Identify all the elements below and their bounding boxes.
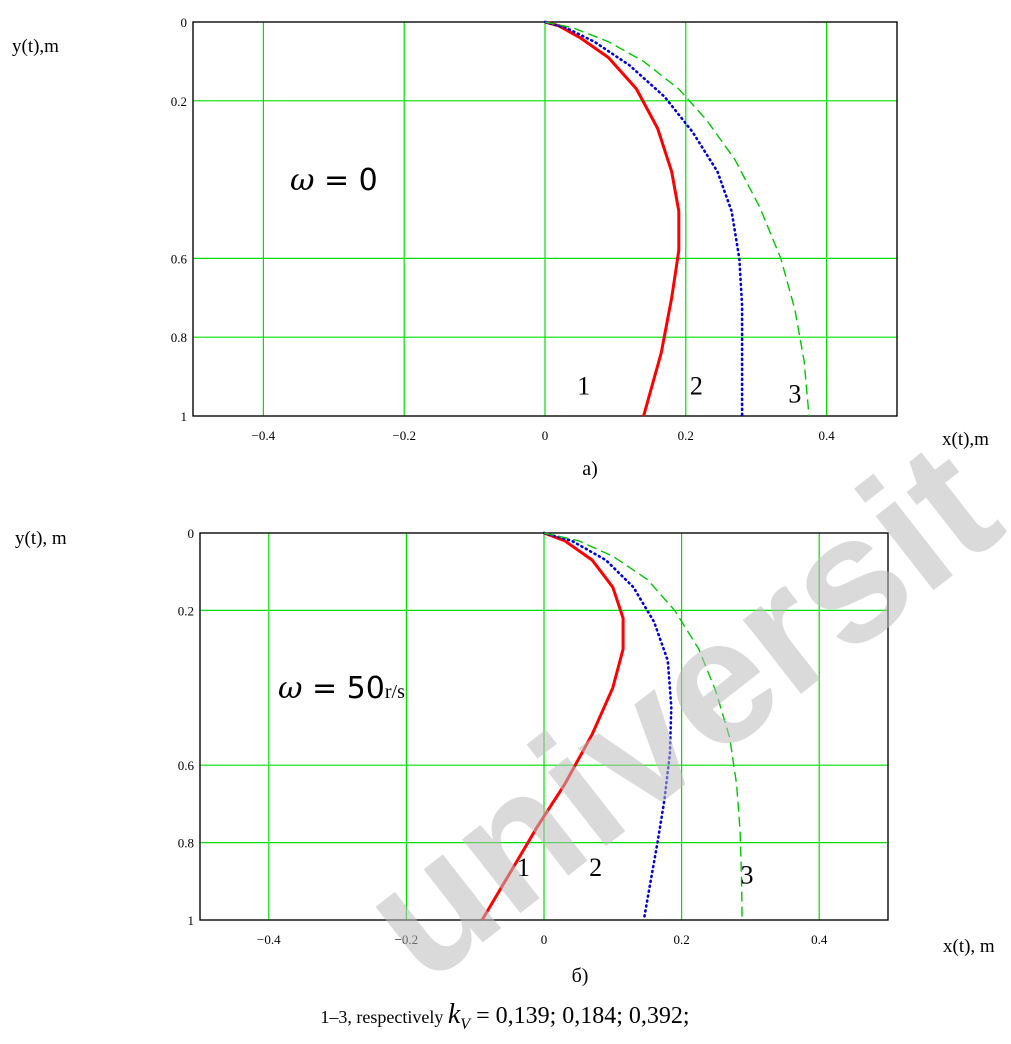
curve-number-label: 1 (577, 371, 590, 400)
panel-label: б) (572, 965, 589, 987)
y-axis-label: y(t), m (15, 528, 67, 549)
y-tick-label: 0.6 (178, 758, 195, 773)
caption-subscript: V (460, 1016, 472, 1033)
caption-prefix: 1–3, respectively (320, 1007, 447, 1027)
caption-symbol: k (448, 999, 461, 1030)
x-tick-label: 0 (542, 428, 549, 443)
x-tick-label: 0.2 (673, 932, 689, 947)
y-tick-label: 1 (181, 409, 188, 424)
x-tick-label: 0 (541, 932, 548, 947)
y-tick-label: 0.2 (171, 94, 187, 109)
panel-label: а) (582, 458, 598, 480)
x-tick-label: 0.2 (678, 428, 694, 443)
y-tick-label: 0 (188, 526, 195, 541)
omega-value: = 50 (302, 671, 384, 706)
curve-number-label: 3 (740, 861, 753, 890)
series-line-1 (480, 531, 625, 921)
x-axis-label: x(t),m (942, 429, 989, 450)
x-tick-label: −0.2 (395, 932, 419, 947)
series-line-1 (544, 20, 681, 417)
curve-number-label: 1 (517, 853, 530, 882)
curve-number-label: 2 (690, 371, 703, 400)
x-axis-label: x(t), m (943, 936, 995, 957)
caption-values: = 0,139; 0,184; 0,392; (470, 1003, 690, 1029)
x-tick-label: −0.2 (392, 428, 416, 443)
x-tick-label: −0.4 (257, 932, 281, 947)
chart-panel-b: −0.4 −0.2 0 0.2 0.4 0 0.2 0.6 0.8 1 1 2 3 ω = 50r/s y(… (15, 526, 995, 987)
chart-panel-a: −0.4 −0.2 0 0.2 0.4 0 0.2 0.6 0.8 1 1 2 3 ω = 0 y(t),m… (12, 15, 989, 480)
series-line-2 (543, 20, 744, 418)
y-tick-label: 0.8 (178, 836, 194, 851)
omega-symbol: ω (290, 163, 314, 198)
caption: 1–3, respectively kV = 0,139; 0,184; 0,3… (320, 999, 689, 1033)
omega-annotation: ω = 0 (290, 163, 378, 198)
x-tick-label: 0.4 (811, 932, 828, 947)
omega-annotation: ω = 50r/s (278, 671, 405, 706)
series-line-3 (544, 21, 810, 417)
curve-number-label: 3 (788, 379, 801, 408)
y-tick-label: 0.8 (171, 330, 187, 345)
x-tick-label: 0.4 (818, 428, 835, 443)
y-tick-label: 0.2 (178, 603, 194, 618)
omega-unit: r/s (385, 681, 405, 703)
omega-symbol: ω (278, 671, 302, 706)
series-line-2 (542, 531, 673, 922)
y-tick-label: 0 (181, 15, 188, 30)
x-tick-label: −0.4 (252, 428, 276, 443)
curve-number-label: 2 (589, 853, 602, 882)
omega-value: = 0 (314, 163, 377, 198)
series-line-3 (543, 532, 743, 921)
y-tick-label: 0.6 (171, 251, 188, 266)
y-tick-label: 1 (188, 913, 195, 928)
y-axis-label: y(t),m (12, 36, 59, 57)
